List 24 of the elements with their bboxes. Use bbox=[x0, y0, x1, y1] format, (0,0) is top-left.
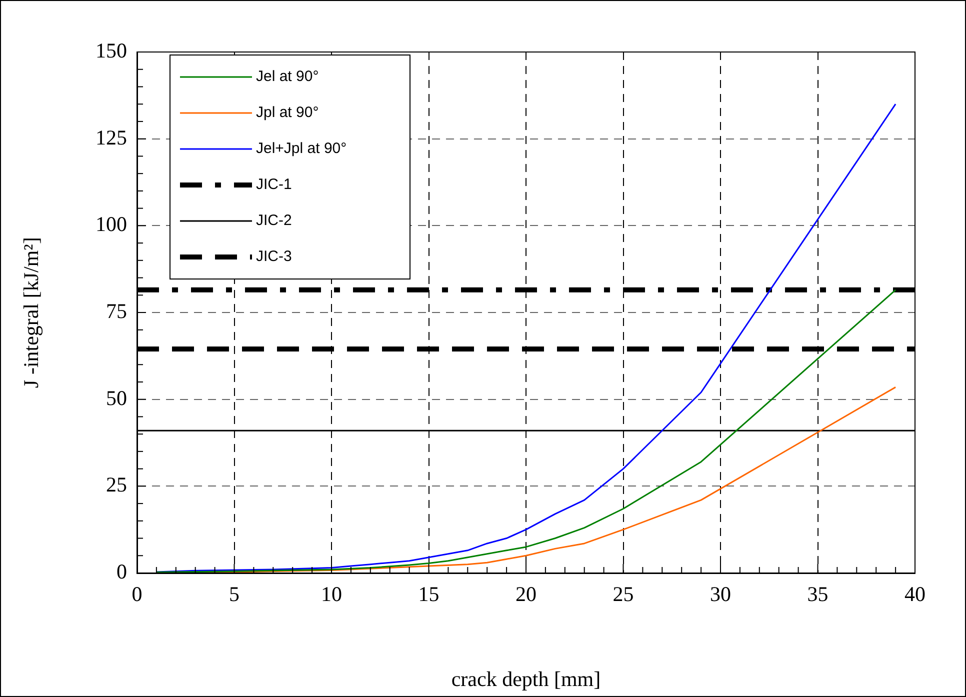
legend-label: Jel+Jpl at 90° bbox=[256, 140, 347, 158]
x-tick-label: 35 bbox=[807, 582, 828, 606]
y-tick-label: 25 bbox=[106, 472, 127, 497]
x-tick-label: 0 bbox=[132, 582, 142, 606]
legend-label: JIC-1 bbox=[256, 176, 292, 194]
legend-label: JIC-2 bbox=[256, 212, 292, 230]
legend-label: Jpl at 90° bbox=[256, 104, 319, 122]
x-tick-label: 5 bbox=[229, 582, 240, 606]
x-tick-label: 25 bbox=[612, 582, 634, 606]
y-tick-label: 150 bbox=[96, 38, 127, 63]
y-tick-label: 125 bbox=[96, 125, 127, 150]
y-axis-title: J -integral [kJ/m²] bbox=[19, 237, 44, 388]
y-tick-label: 50 bbox=[106, 386, 127, 410]
x-tick-label: 20 bbox=[516, 582, 536, 606]
x-tick-label: 30 bbox=[710, 582, 731, 606]
x-tick-label: 40 bbox=[904, 582, 926, 606]
y-tick-label: 0 bbox=[116, 560, 127, 584]
x-axis-title: crack depth [mm] bbox=[451, 666, 601, 691]
x-tick-label: 10 bbox=[321, 582, 342, 606]
x-tick-label: 15 bbox=[418, 582, 440, 606]
legend-label: JIC-3 bbox=[256, 248, 292, 266]
legend-label: Jel at 90° bbox=[256, 68, 319, 86]
y-tick-label: 100 bbox=[96, 212, 127, 236]
y-tick-label: 75 bbox=[106, 299, 127, 324]
